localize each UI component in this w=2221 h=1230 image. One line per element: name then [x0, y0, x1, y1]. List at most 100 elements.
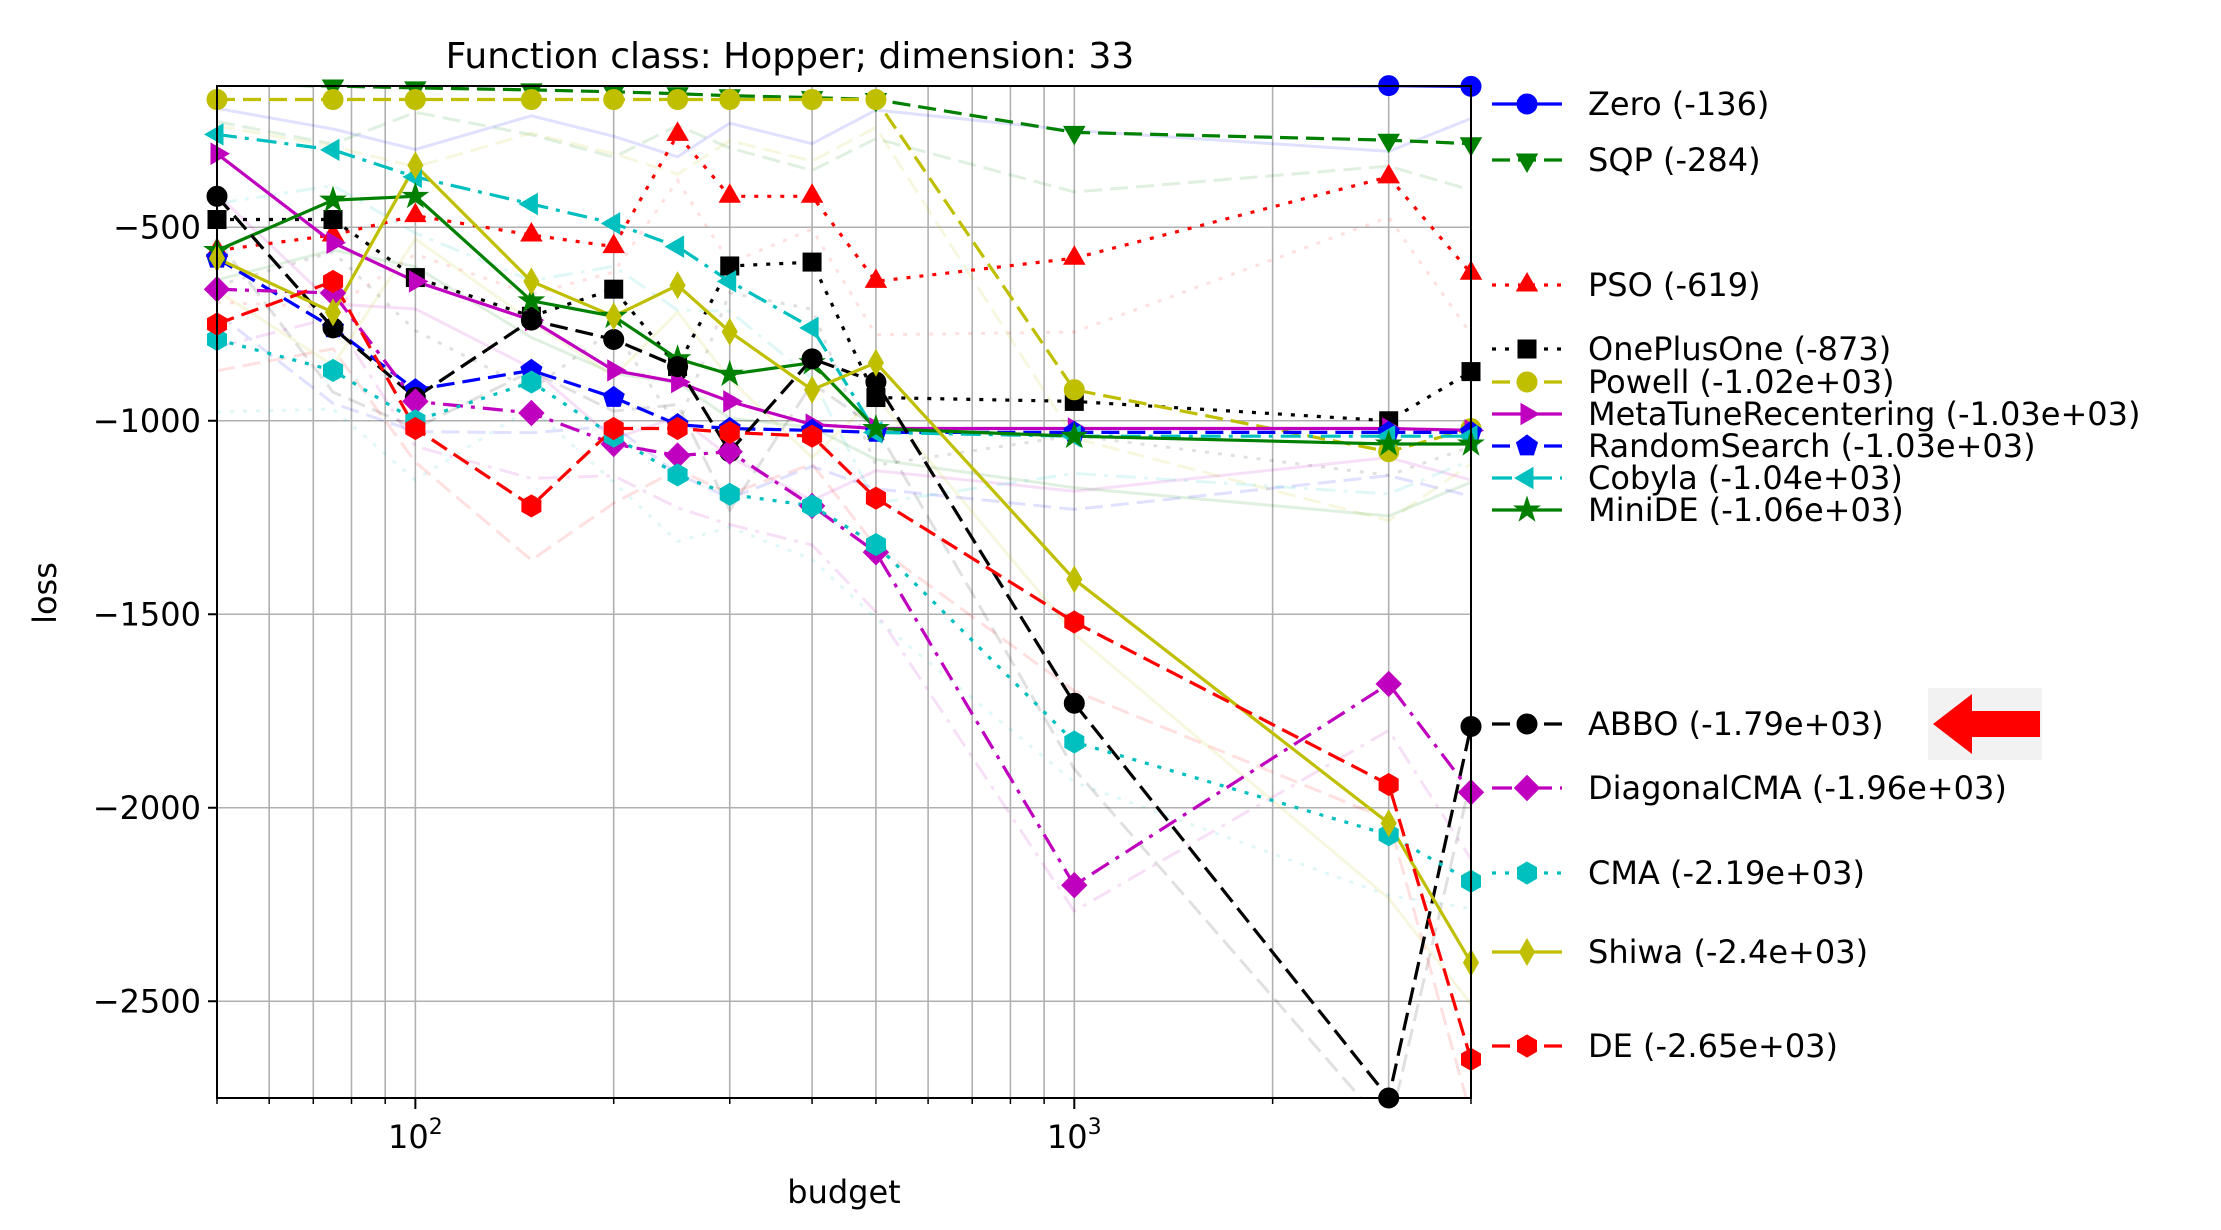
data-point: [1064, 730, 1085, 754]
data-point: [801, 348, 823, 370]
data-point: [1378, 772, 1399, 797]
legend-label: Powell (-1.02e+03): [1588, 363, 1895, 401]
data-point: [667, 89, 689, 111]
legend-label: OnePlusOne (-873): [1588, 330, 1891, 368]
annotation-arrow: [1928, 688, 2042, 760]
legend-entry: DiagonalCMA (-1.96e+03): [1492, 769, 2007, 807]
series-line: [217, 97, 1471, 454]
data-point: [719, 482, 740, 506]
data-point: [719, 420, 740, 444]
data-point: [319, 185, 347, 213]
data-point: [322, 89, 344, 111]
legend-label: Shiwa (-2.4e+03): [1588, 933, 1868, 971]
x-axis-label: budget: [787, 1173, 900, 1211]
data-point: [718, 183, 741, 203]
data-point: [867, 348, 884, 377]
data-point: [518, 399, 545, 427]
legend-entry: SQP (-284): [1492, 141, 1761, 179]
y-tick-label: −1500: [93, 595, 201, 633]
y-tick-label: −500: [113, 208, 201, 246]
legend-label: DE (-2.65e+03): [1588, 1027, 1838, 1065]
data-point: [1063, 125, 1086, 146]
legend-entry: Cobyla (-1.04e+03): [1492, 459, 1903, 497]
data-point: [802, 494, 823, 518]
data-point: [716, 438, 743, 465]
data-point: [600, 212, 621, 235]
legend-entry: Powell (-1.02e+03): [1492, 363, 1895, 401]
ghost-line: [217, 347, 1468, 1098]
data-point: [404, 202, 427, 223]
data-point: [321, 79, 345, 99]
data-point: [408, 270, 429, 293]
ghost-line: [217, 193, 1471, 503]
data-point: [605, 302, 622, 331]
data-point: [801, 89, 823, 111]
data-point: [1377, 163, 1400, 184]
legend-entry: Shiwa (-2.4e+03): [1492, 933, 1868, 971]
series-line: [217, 195, 1471, 1098]
legend-label: MetaTuneRecentering (-1.03e+03): [1588, 395, 2140, 433]
legend-entry: DE (-2.65e+03): [1492, 1027, 1838, 1065]
data-point: [799, 316, 819, 340]
data-point: [518, 192, 538, 216]
ghost-line: [217, 177, 1471, 337]
axis-ticks: −500 −1000 −1500 −2000 −2500 102 103: [93, 208, 1472, 1156]
data-point: [204, 123, 224, 146]
legend-label: MiniDE (-1.06e+03): [1588, 491, 1904, 529]
data-point: [326, 231, 346, 254]
data-point: [664, 442, 691, 469]
data-point: [666, 121, 689, 141]
series-line: [217, 131, 1471, 284]
ghost-line: [217, 248, 1471, 518]
legend-label: ABBO (-1.79e+03): [1588, 705, 1884, 743]
data-point: [802, 252, 822, 272]
data-point: [604, 279, 624, 299]
legend-label: CMA (-2.19e+03): [1588, 854, 1865, 892]
data-point: [404, 89, 426, 111]
data-point: [603, 328, 625, 350]
data-point: [1375, 670, 1402, 698]
data-point: [603, 416, 624, 441]
series-line: [217, 162, 1471, 964]
legend: Zero (-136) SQP (-284) PSO (-619) OnePlusOn…: [1492, 85, 2140, 1065]
chart-title: Function class: Hopper; dimension: 33: [446, 36, 1135, 77]
y-tick-label: −2000: [93, 789, 201, 827]
data-point: [407, 151, 424, 180]
data-point: [715, 359, 744, 387]
series-markers-group: [204, 123, 1478, 448]
data-point: [1516, 371, 1538, 393]
data-point: [1066, 565, 1083, 594]
ghost-line: [217, 405, 1471, 910]
data-point: [1063, 692, 1085, 714]
data-point: [1518, 937, 1536, 967]
legend-entry: Zero (-136): [1492, 85, 1769, 123]
data-point: [520, 89, 542, 111]
series-line: [235, 86, 1471, 146]
data-point: [1513, 495, 1541, 522]
data-point: [517, 286, 546, 313]
x-tick-label: 103: [1047, 1115, 1102, 1156]
data-point: [323, 210, 343, 230]
data-point: [667, 356, 689, 378]
data-point: [862, 413, 890, 441]
series-lines: [217, 86, 1471, 1098]
ghost-line: [217, 110, 1471, 194]
data-point: [865, 533, 886, 557]
data-point: [716, 270, 737, 293]
y-tick-label: −2500: [93, 982, 201, 1020]
data-point: [865, 89, 887, 111]
data-point: [1063, 245, 1086, 265]
ghost-series: [217, 106, 1471, 1098]
series-line: [217, 256, 1471, 434]
plot-frame: [216, 85, 1472, 1099]
data-point: [1515, 272, 1539, 292]
data-point: [1374, 429, 1403, 456]
series-line: [217, 152, 1471, 432]
legend-entry: MiniDE (-1.06e+03): [1492, 491, 1904, 529]
series-markers-group: [205, 246, 1483, 442]
data-point: [1517, 339, 1537, 359]
data-point: [1061, 871, 1088, 899]
series-line: [217, 194, 1471, 446]
data-point: [324, 298, 342, 327]
legend-label: RandomSearch (-1.03e+03): [1588, 427, 2036, 465]
